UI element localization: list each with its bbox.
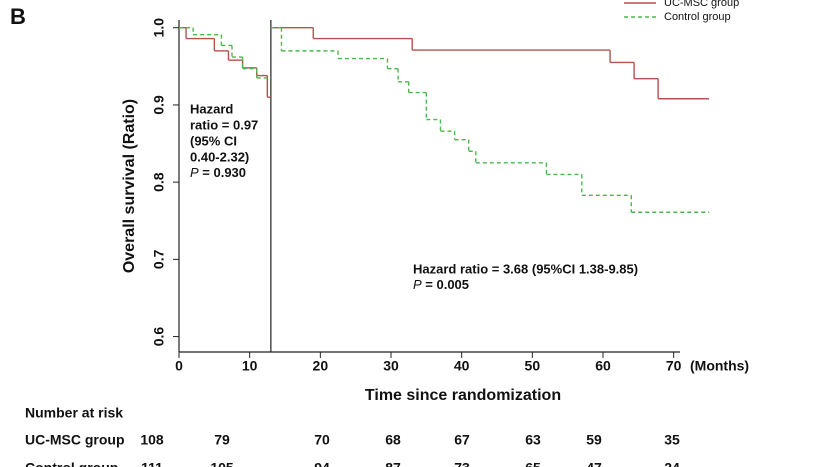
risk-value: 73 xyxy=(454,460,470,467)
risk-value: 65 xyxy=(525,460,541,467)
p-label: P xyxy=(413,277,422,292)
risk-table-title: Number at risk xyxy=(25,405,123,421)
risk-value: 68 xyxy=(385,432,401,448)
x-unit-label: (Months) xyxy=(690,358,749,374)
x-tick-label: 30 xyxy=(383,358,399,374)
risk-value: 67 xyxy=(454,432,470,448)
survival-curve xyxy=(179,27,710,100)
y-tick-label: 0.7 xyxy=(151,249,167,269)
risk-row-name: Control group xyxy=(25,460,118,467)
risk-value: 87 xyxy=(385,460,401,467)
legend-label: Control group xyxy=(664,11,731,23)
annotation-line: Hazard ratio = 3.68 (95%CI 1.38-9.85) xyxy=(413,261,638,276)
risk-value: 79 xyxy=(214,432,230,448)
risk-value: 108 xyxy=(140,432,164,448)
annotation-line: Hazard xyxy=(190,101,233,116)
y-tick-label: 1.0 xyxy=(151,18,167,38)
x-tick-label: 60 xyxy=(595,358,611,374)
risk-value: 24 xyxy=(664,460,680,467)
y-tick-label: 0.8 xyxy=(151,172,167,192)
p-label: P xyxy=(190,165,199,180)
annotation-p: P = 0.930 xyxy=(190,165,246,180)
x-tick-label: 20 xyxy=(313,358,329,374)
y-tick-label: 0.9 xyxy=(151,95,167,115)
risk-value: 59 xyxy=(586,432,602,448)
risk-value: 94 xyxy=(314,460,330,467)
risk-value: 63 xyxy=(525,432,541,448)
x-tick-label: 0 xyxy=(175,358,183,374)
legend-label: UC-MSC group xyxy=(664,0,739,9)
annotation-p: P = 0.005 xyxy=(413,277,469,292)
survival-curve xyxy=(179,27,710,213)
y-axis-label: Overall survival (Ratio) xyxy=(121,99,138,273)
p-value: = 0.005 xyxy=(422,277,469,292)
risk-value: 35 xyxy=(664,432,680,448)
annotation-line: (95% CI xyxy=(190,133,237,148)
panel-label: B xyxy=(10,4,26,29)
annotation-line: ratio = 0.97 xyxy=(190,117,258,132)
p-value: = 0.930 xyxy=(199,165,246,180)
risk-value: 70 xyxy=(314,432,330,448)
risk-value: 47 xyxy=(586,460,602,467)
x-tick-label: 40 xyxy=(454,358,470,374)
x-axis-label: Time since randomization xyxy=(365,387,561,404)
risk-value: 105 xyxy=(210,460,234,467)
y-tick-label: 0.6 xyxy=(151,327,167,347)
risk-value: 111 xyxy=(141,460,163,467)
x-tick-label: 10 xyxy=(242,358,258,374)
x-tick-label: 70 xyxy=(666,358,682,374)
risk-row-name: UC-MSC group xyxy=(25,432,125,448)
x-tick-label: 50 xyxy=(525,358,541,374)
annotation-line: 0.40-2.32) xyxy=(190,149,249,164)
